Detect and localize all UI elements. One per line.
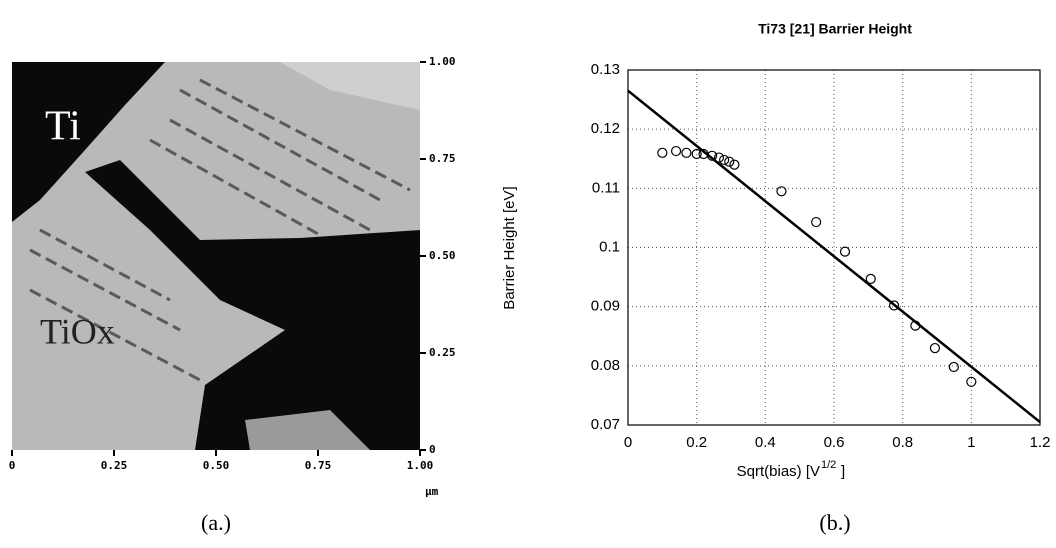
x-axis-label-superscript: 1/2 xyxy=(821,459,836,471)
x-tick-label: 0.4 xyxy=(755,434,776,451)
x-tick-label: 0.25 xyxy=(101,459,128,472)
data-point xyxy=(707,150,718,161)
caption: (b.) xyxy=(819,510,850,535)
data-point xyxy=(929,342,941,354)
y-tick-label: 0.50 xyxy=(429,249,456,262)
dark-region xyxy=(12,62,165,222)
y-tick-label: 0.75 xyxy=(429,152,456,165)
x-tick-label: 0.6 xyxy=(824,434,845,451)
annotation: TiOx xyxy=(40,311,115,351)
caption: (a.) xyxy=(201,510,231,535)
y-axis-label: Barrier Height [eV] xyxy=(501,186,518,309)
chart-title: Ti73 [21] Barrier Height xyxy=(758,21,912,37)
x-tick-label: 0 xyxy=(624,434,632,451)
data-point xyxy=(657,147,668,158)
data-point xyxy=(681,147,692,158)
annotation: Ti xyxy=(45,104,81,150)
x-axis-label: ] xyxy=(841,463,845,480)
data-point xyxy=(691,148,702,160)
fit-line xyxy=(627,89,1041,424)
y-tick-label: 0.12 xyxy=(591,120,620,137)
x-tick-label: 0.8 xyxy=(892,434,913,451)
data-point xyxy=(719,154,730,166)
data-point xyxy=(670,145,682,157)
texture xyxy=(29,78,411,382)
x-tick-label: 0.50 xyxy=(203,459,230,472)
data-point xyxy=(966,376,977,387)
y-tick-label: 0.08 xyxy=(591,357,620,374)
unit-label: μm xyxy=(425,485,439,498)
dark-region xyxy=(85,160,420,450)
y-tick-label: 0.11 xyxy=(592,179,620,196)
data-point xyxy=(724,156,735,167)
x-tick-label: 0.75 xyxy=(305,459,332,472)
x-tick-label: 1 xyxy=(967,434,975,451)
y-tick-label: 0.13 xyxy=(591,61,620,78)
x-tick-label: 0.2 xyxy=(686,434,707,451)
data-point xyxy=(948,361,959,373)
data-point xyxy=(888,300,900,311)
y-tick-label: 1.00 xyxy=(429,55,456,68)
x-tick-label: 1.00 xyxy=(407,459,434,472)
afm-image xyxy=(12,62,420,450)
y-tick-label: 0 xyxy=(429,443,436,456)
y-tick-label: 0.07 xyxy=(591,416,620,433)
data-point xyxy=(729,159,740,170)
x-tick-label: 1.2 xyxy=(1030,434,1051,451)
data-point xyxy=(713,152,725,163)
x-axis-label: Sqrt(bias) [V xyxy=(737,463,820,480)
y-tick-label: 0.25 xyxy=(429,346,456,359)
data-point xyxy=(811,216,822,228)
plot-frame xyxy=(627,69,1041,426)
x-tick-label: 0 xyxy=(9,459,16,472)
grey-region xyxy=(245,410,370,450)
data-point xyxy=(839,246,851,257)
data-point xyxy=(776,186,787,197)
light-region xyxy=(280,62,420,110)
y-tick-label: 0.09 xyxy=(591,298,620,315)
data-point xyxy=(865,273,876,284)
data-point xyxy=(910,320,921,331)
y-tick-label: 0.1 xyxy=(599,238,620,255)
